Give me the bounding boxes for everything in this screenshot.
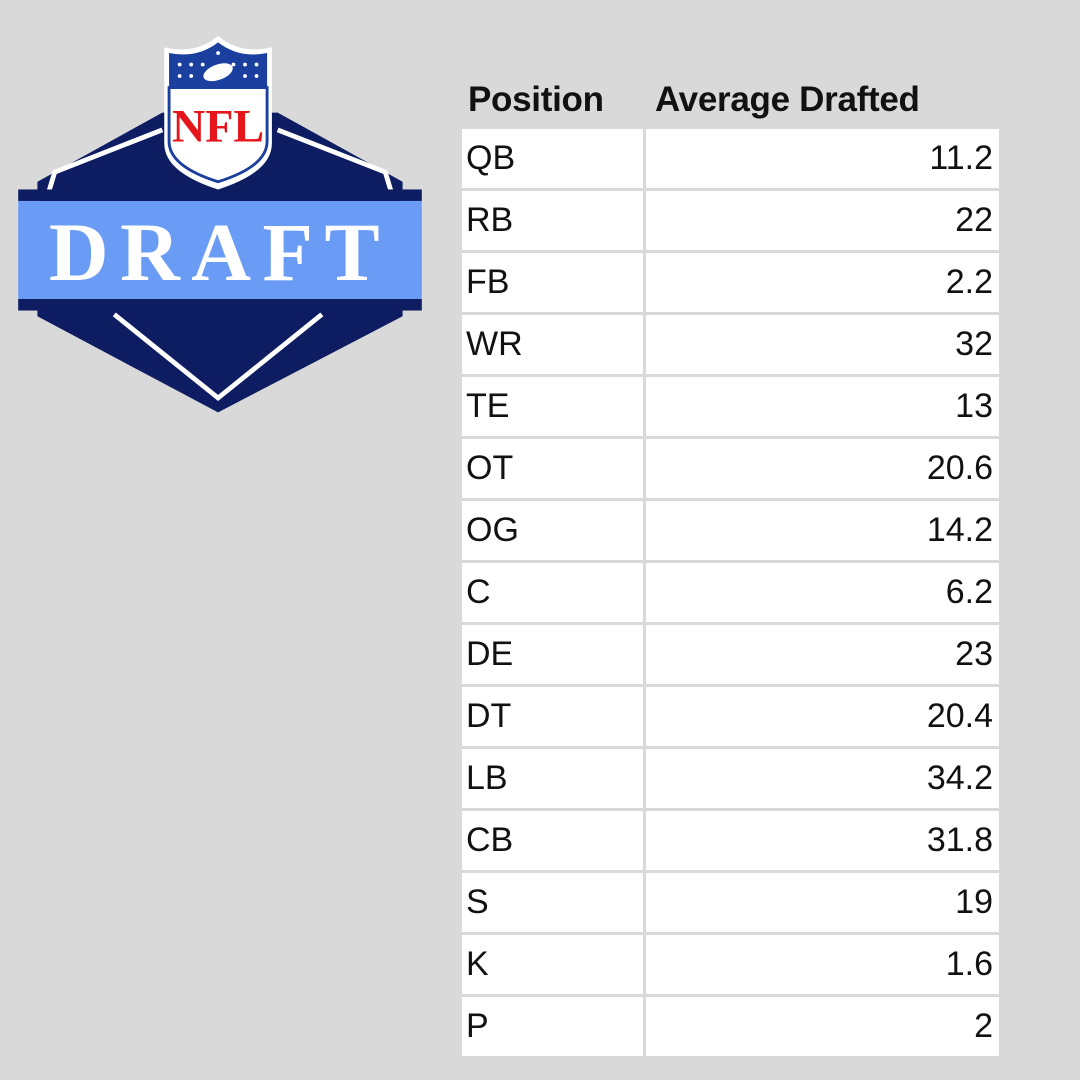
table-row: C 6.2 <box>462 563 999 622</box>
position-cell: CB <box>462 811 643 870</box>
position-cell: QB <box>462 129 643 188</box>
average-cell: 2 <box>645 997 999 1056</box>
data-table: QB 11.2 RB 22 FB 2.2 WR 32 TE 13 OT 20.6 OG 14.… <box>459 126 1002 1059</box>
table-row: QB 11.2 <box>462 129 999 188</box>
position-cell: OG <box>462 501 643 560</box>
average-cell: 20.4 <box>645 687 999 746</box>
position-cell: P <box>462 997 643 1056</box>
average-cell: 22 <box>645 191 999 250</box>
nfl-draft-shield-icon: NFL DRAFT <box>18 35 422 413</box>
svg-text:DRAFT: DRAFT <box>49 206 391 298</box>
table-row: S 19 <box>462 873 999 932</box>
average-cell: 20.6 <box>645 439 999 498</box>
position-cell: C <box>462 563 643 622</box>
table-row: DE 23 <box>462 625 999 684</box>
table-row: K 1.6 <box>462 935 999 994</box>
position-cell: RB <box>462 191 643 250</box>
position-cell: WR <box>462 315 643 374</box>
position-cell: FB <box>462 253 643 312</box>
position-cell: K <box>462 935 643 994</box>
average-cell: 32 <box>645 315 999 374</box>
average-cell: 31.8 <box>645 811 999 870</box>
header-average-drafted: Average Drafted <box>655 80 920 119</box>
average-cell: 19 <box>645 873 999 932</box>
average-cell: 1.6 <box>645 935 999 994</box>
header-position: Position <box>468 80 604 119</box>
average-cell: 6.2 <box>645 563 999 622</box>
nfl-draft-logo: NFL DRAFT <box>8 28 432 422</box>
position-cell: DE <box>462 625 643 684</box>
average-cell: 23 <box>645 625 999 684</box>
table-row: OT 20.6 <box>462 439 999 498</box>
average-cell: 2.2 <box>645 253 999 312</box>
average-drafted-table: Position Average Drafted QB 11.2 RB 22 FB 2… <box>462 74 1002 1059</box>
table-row: CB 31.8 <box>462 811 999 870</box>
average-cell: 13 <box>645 377 999 436</box>
svg-text:NFL: NFL <box>172 100 264 151</box>
table-row: LB 34.2 <box>462 749 999 808</box>
table-row: DT 20.4 <box>462 687 999 746</box>
average-cell: 11.2 <box>645 129 999 188</box>
position-cell: DT <box>462 687 643 746</box>
position-cell: LB <box>462 749 643 808</box>
position-cell: OT <box>462 439 643 498</box>
table-header: Position Average Drafted <box>462 74 1002 126</box>
average-cell: 14.2 <box>645 501 999 560</box>
table-row: TE 13 <box>462 377 999 436</box>
table-row: WR 32 <box>462 315 999 374</box>
table-row: RB 22 <box>462 191 999 250</box>
average-cell: 34.2 <box>645 749 999 808</box>
table-row: FB 2.2 <box>462 253 999 312</box>
table-row: OG 14.2 <box>462 501 999 560</box>
position-cell: TE <box>462 377 643 436</box>
position-cell: S <box>462 873 643 932</box>
